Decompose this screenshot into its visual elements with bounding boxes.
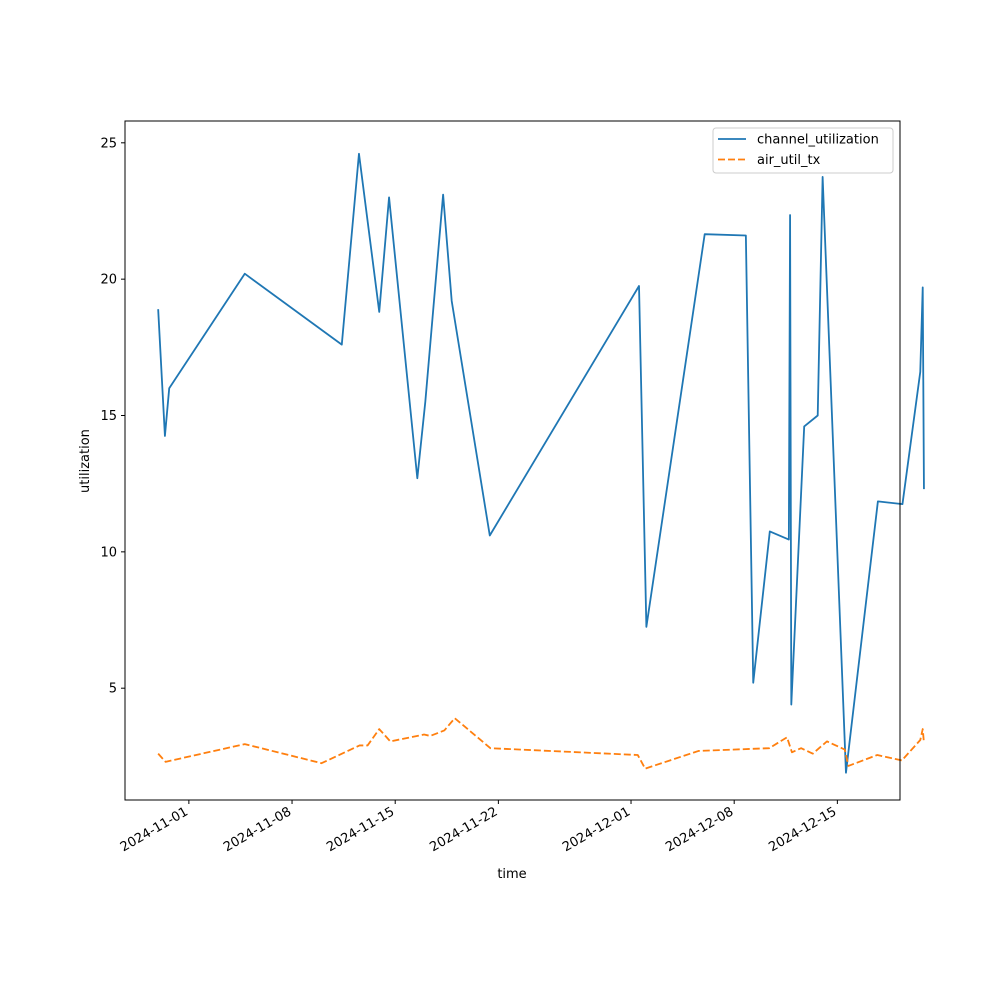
y-tick-label: 25 <box>100 136 117 151</box>
legend-box <box>712 127 894 174</box>
y-axis: 5 10 15 20 25 <box>100 136 125 697</box>
legend-label-channel_utilization: channel_utilization <box>757 133 879 148</box>
y-tick-label: 10 <box>100 545 117 560</box>
legend: channel_utilization air_util_tx <box>712 127 894 174</box>
y-tick-label: 5 <box>109 682 117 697</box>
series-line-channel_utilization <box>157 152 925 774</box>
y-axis-label: utilization <box>78 429 93 493</box>
plot-area <box>124 120 925 801</box>
series-line-air_util_tx <box>157 717 925 770</box>
legend-label-air_util_tx: air_util_tx <box>757 153 821 168</box>
plot-frame <box>124 120 901 801</box>
x-axis-label: time <box>497 867 526 882</box>
y-tick-label: 20 <box>100 273 117 288</box>
y-tick-label: 15 <box>100 409 117 424</box>
